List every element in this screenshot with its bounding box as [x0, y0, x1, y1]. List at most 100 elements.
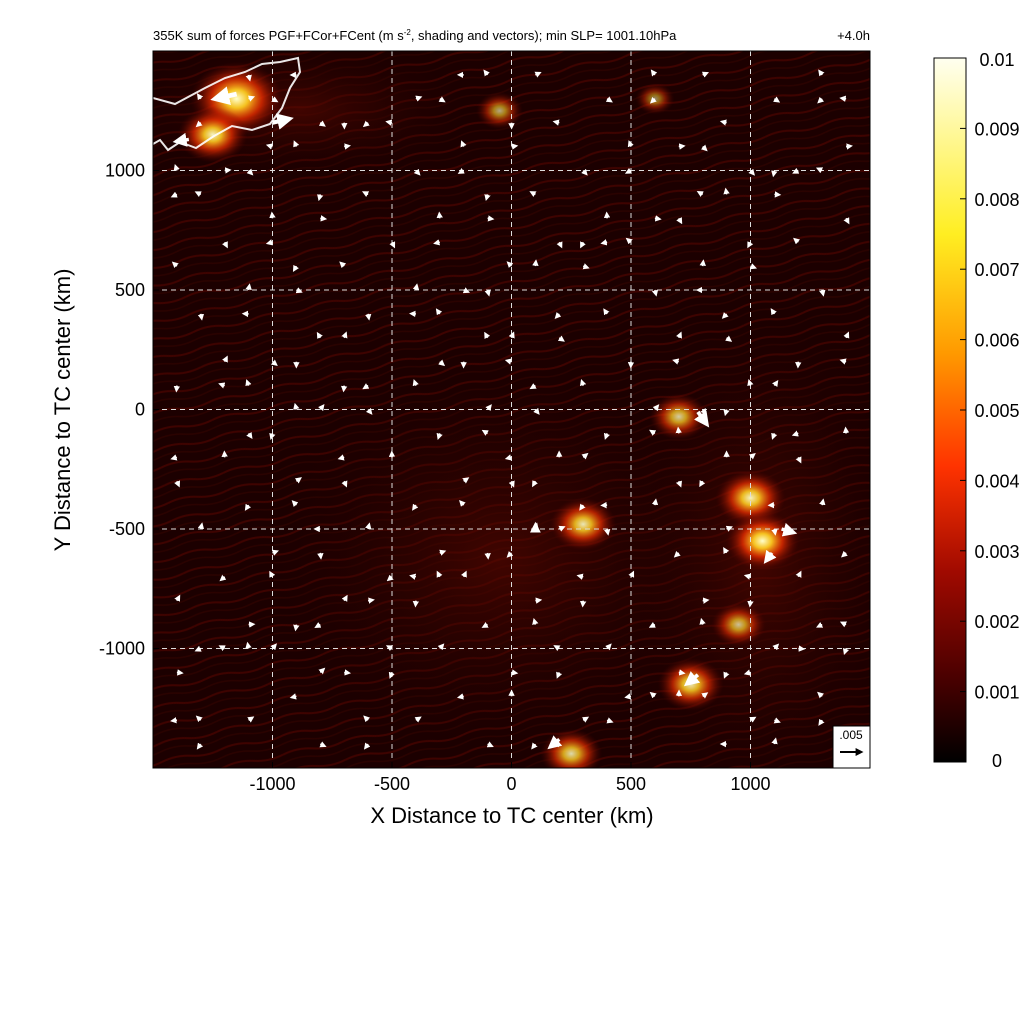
small-force-vector — [651, 498, 659, 506]
small-force-vector — [414, 716, 422, 723]
small-force-vector — [171, 261, 179, 269]
small-force-vector — [361, 191, 370, 198]
small-force-vector — [843, 331, 850, 339]
small-force-vector — [412, 283, 420, 291]
small-force-vector — [485, 404, 492, 412]
small-force-vector — [771, 432, 778, 440]
small-force-vector — [576, 573, 584, 580]
small-force-vector — [385, 645, 394, 652]
small-force-vector — [749, 263, 757, 270]
small-force-vector — [605, 643, 612, 651]
small-force-vector — [675, 480, 682, 488]
small-force-vector — [245, 74, 252, 82]
small-force-vector — [269, 432, 276, 440]
hotspots-layer — [177, 61, 800, 768]
force-vector — [763, 549, 777, 564]
y-tick-label: 1000 — [105, 161, 145, 181]
small-force-vector — [699, 617, 706, 625]
colorbar-tick-label: 0.005 — [974, 401, 1019, 421]
small-force-vector — [816, 621, 824, 628]
small-force-vector — [652, 404, 660, 412]
small-force-vector — [314, 622, 322, 628]
colorbar-tick-label: 0.003 — [974, 542, 1019, 562]
small-force-vector — [362, 383, 370, 390]
small-force-vector — [289, 693, 297, 700]
small-force-vector — [839, 358, 847, 365]
small-force-vector — [603, 432, 610, 440]
small-force-vector — [271, 549, 279, 556]
small-force-vector — [197, 313, 205, 321]
small-force-vector — [386, 574, 394, 582]
hotspot — [649, 393, 708, 440]
hotspot — [657, 658, 724, 711]
y-tick-label: -1000 — [99, 639, 145, 659]
hotspot — [711, 602, 766, 647]
plot-area — [153, 51, 870, 768]
time-label: +4.0h — [837, 28, 870, 43]
small-force-vector — [743, 573, 751, 580]
small-force-vector — [222, 241, 228, 249]
small-force-vector — [552, 119, 560, 126]
small-force-vector — [246, 431, 253, 440]
small-force-vector — [484, 289, 491, 297]
small-force-vector — [581, 452, 589, 460]
small-force-vector — [339, 261, 347, 269]
small-force-vector — [344, 669, 352, 676]
small-force-vector — [650, 69, 658, 77]
colorbar-tick-label: 0 — [992, 751, 1002, 771]
small-force-vector — [457, 167, 465, 174]
small-vectors-layer — [170, 69, 853, 750]
colorbar-tick-label: 0.009 — [974, 119, 1019, 139]
x-tick-label: 1000 — [730, 774, 770, 794]
small-force-vector — [316, 331, 323, 340]
small-force-vector — [319, 741, 327, 748]
y-tick-label: 0 — [135, 400, 145, 420]
x-tick-label: -1000 — [249, 774, 295, 794]
small-force-vector — [439, 549, 447, 556]
small-force-vector — [581, 716, 590, 723]
small-force-vector — [362, 120, 370, 128]
small-force-vector — [649, 691, 657, 699]
small-force-vector — [245, 379, 252, 387]
x-axis-label: X Distance to TC center (km) — [370, 803, 653, 828]
small-force-vector — [819, 498, 826, 506]
small-force-vector — [815, 167, 824, 174]
small-force-vector — [795, 456, 802, 464]
force-vector — [781, 522, 798, 537]
small-force-vector — [170, 717, 178, 724]
small-force-vector — [534, 71, 542, 78]
small-force-vector — [533, 407, 540, 415]
x-tick-label: 0 — [506, 774, 516, 794]
small-force-vector — [484, 194, 491, 202]
small-force-vector — [341, 594, 348, 602]
small-force-vector — [245, 641, 252, 649]
small-force-vector — [556, 671, 563, 679]
small-force-vector — [318, 404, 325, 412]
small-force-vector — [293, 140, 300, 148]
small-force-vector — [174, 480, 181, 488]
small-force-vector — [194, 645, 202, 652]
small-force-vector — [648, 621, 656, 628]
small-force-vector — [535, 597, 543, 604]
small-force-vector — [770, 308, 777, 316]
force-vector — [683, 671, 701, 687]
small-force-vector — [389, 241, 396, 249]
small-force-vector — [721, 312, 729, 319]
small-force-vector — [818, 69, 825, 77]
small-force-vector — [459, 500, 466, 507]
x-axis: -1000 -500 0 500 1000 — [249, 762, 771, 794]
small-force-vector — [749, 716, 757, 723]
small-force-vector — [197, 522, 205, 530]
small-force-vector — [436, 432, 443, 440]
small-force-vector — [723, 671, 730, 679]
force-vector — [547, 735, 563, 750]
small-force-vector — [511, 669, 519, 676]
small-force-vector — [481, 429, 489, 436]
small-force-vector — [293, 402, 300, 410]
small-force-vector — [699, 479, 706, 488]
small-force-vector — [771, 528, 778, 536]
small-force-vector — [219, 574, 227, 582]
small-force-vector — [481, 622, 489, 628]
small-force-vector — [462, 287, 470, 294]
small-force-vector — [173, 163, 180, 172]
